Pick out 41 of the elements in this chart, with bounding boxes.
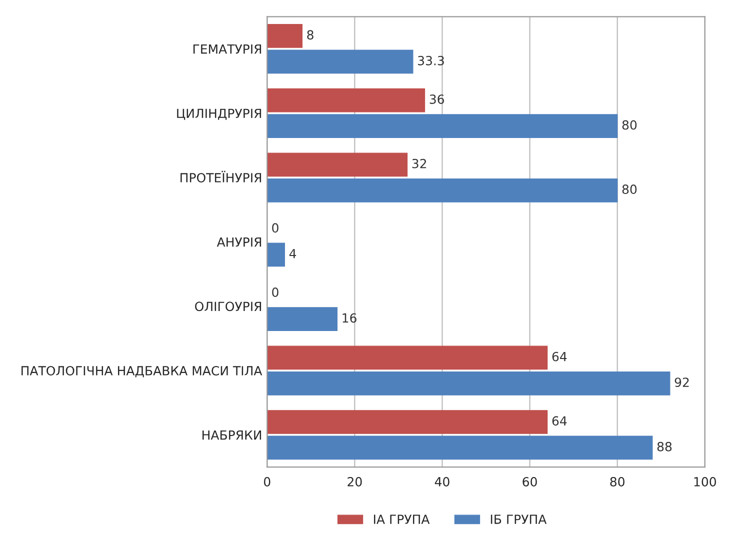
- data-label: 33.3: [418, 56, 444, 66]
- y-tick-label: ОЛІГОУРІЯ: [195, 302, 262, 312]
- data-label: 80: [622, 184, 637, 194]
- bar: [267, 88, 426, 112]
- x-tick-label: 60: [522, 476, 537, 486]
- y-tick-label: АНУРІЯ: [216, 237, 262, 247]
- x-tick-label: 100: [694, 476, 716, 486]
- data-label: 0: [272, 223, 278, 233]
- data-label: 36: [430, 94, 444, 104]
- x-tick-label: 20: [348, 476, 362, 486]
- bar: [267, 50, 414, 74]
- data-label: 32: [412, 158, 426, 168]
- data-label: 4: [289, 249, 296, 258]
- data-label: 16: [342, 313, 356, 323]
- bar: [267, 152, 408, 177]
- y-tick-label: ПАТОЛОГІЧНА НАДБАВКА МАСИ ТІЛА: [22, 366, 262, 378]
- bar: [267, 307, 338, 331]
- data-label: 0: [272, 288, 278, 297]
- bar: [267, 242, 285, 267]
- bar: [267, 346, 548, 370]
- data-label: 92: [674, 378, 689, 388]
- data-label: 8: [307, 30, 314, 40]
- bar: [267, 436, 653, 460]
- bar: [267, 410, 548, 434]
- y-tick-label: ГЕМАТУРІЯ: [193, 44, 262, 54]
- legend-label: ІА ГРУПА: [374, 514, 430, 524]
- data-label: 88: [657, 442, 672, 452]
- bar: [267, 114, 618, 138]
- x-tick-label: 80: [610, 476, 624, 486]
- y-tick-label: НАБРЯКИ: [202, 430, 262, 440]
- data-label: 64: [552, 352, 567, 362]
- data-label: 64: [552, 416, 567, 426]
- bar: [267, 371, 670, 396]
- x-tick-label: 0: [264, 476, 270, 486]
- data-label: 80: [622, 120, 637, 130]
- bar: [267, 178, 618, 202]
- bar: [267, 24, 302, 48]
- y-tick-label: ЦИЛІНДРУРІЯ: [177, 108, 262, 120]
- legend-label: ІБ ГРУПА: [490, 514, 547, 524]
- y-tick-label: ПРОТЕЇНУРІЯ: [180, 170, 262, 182]
- x-tick-label: 40: [434, 476, 450, 486]
